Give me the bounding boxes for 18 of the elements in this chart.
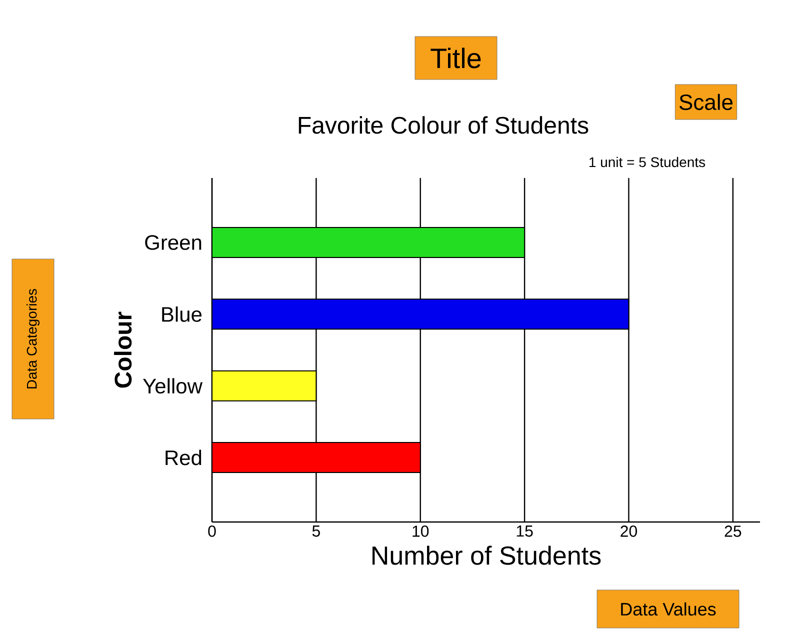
x-tick-label: 10 <box>412 526 429 537</box>
text: 1 unit = 5 Students <box>590 156 706 168</box>
x-tick-label: 0 <box>208 526 216 537</box>
text: Data Categories <box>26 288 40 388</box>
x-tick-label: 15 <box>516 526 533 537</box>
y-tick-label: Green <box>145 235 202 250</box>
x-axis-title: Number of Students <box>372 546 601 565</box>
x-tick-label: 25 <box>724 526 742 537</box>
y-tick-label: Blue <box>162 306 202 322</box>
y-tick-label: Yellow <box>142 378 203 394</box>
text: Data Values <box>621 602 716 616</box>
chart-title: Favorite Colour of Students <box>298 116 588 134</box>
y-axis-title: Colour <box>114 312 132 388</box>
x-tick-label: 20 <box>620 526 637 537</box>
y-tick-label: Red <box>166 450 202 466</box>
text: Scale <box>679 94 733 110</box>
text: Title <box>430 48 481 68</box>
x-tick-label: 5 <box>312 526 320 537</box>
